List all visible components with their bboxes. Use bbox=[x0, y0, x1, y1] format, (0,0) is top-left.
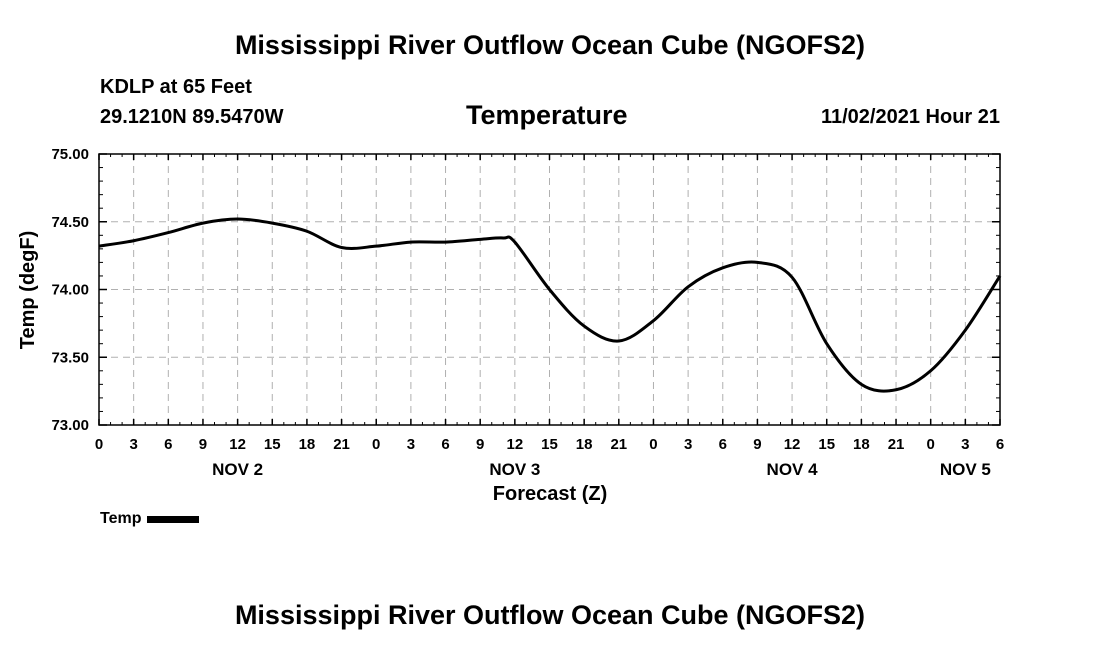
series-layer bbox=[98, 217, 1002, 393]
forecast-datetime: 11/02/2021 Hour 21 bbox=[820, 106, 1000, 128]
date-label: NOV 5 bbox=[940, 460, 991, 479]
station-label: KDLP at 65 Feet bbox=[100, 76, 252, 98]
x-tick-label: 0 bbox=[372, 436, 380, 453]
x-tick-label: 21 bbox=[333, 436, 350, 453]
x-tick-label: 6 bbox=[719, 436, 727, 453]
footer-title: Mississippi River Outflow Ocean Cube (NG… bbox=[234, 600, 866, 630]
x-tick-label: 18 bbox=[299, 436, 316, 453]
grid-lines bbox=[99, 154, 1000, 425]
x-tick-label: 12 bbox=[507, 436, 524, 453]
y-axis-label: Temp (degF) bbox=[17, 231, 39, 350]
x-tick-label: 21 bbox=[888, 436, 905, 453]
coordinates-label: 29.1210N 89.5470W bbox=[100, 106, 284, 128]
legend: Temp bbox=[100, 510, 200, 528]
x-tick-label: 3 bbox=[684, 436, 692, 453]
y-tick-label: 74.00 bbox=[51, 282, 89, 299]
x-tick-label: 18 bbox=[576, 436, 593, 453]
legend-label: Temp bbox=[100, 510, 142, 527]
temp-series-line bbox=[98, 217, 1002, 393]
x-tick-label: 6 bbox=[164, 436, 172, 453]
x-tick-label: 0 bbox=[95, 436, 103, 453]
x-tick-label: 18 bbox=[853, 436, 870, 453]
x-tick-label: 0 bbox=[649, 436, 657, 453]
x-tick-label: 6 bbox=[996, 436, 1004, 453]
y-tick-label: 75.00 bbox=[51, 146, 89, 163]
date-label: NOV 3 bbox=[489, 460, 540, 479]
y-tick-label: 73.00 bbox=[51, 417, 89, 434]
x-tick-label: 12 bbox=[784, 436, 801, 453]
x-tick-label: 9 bbox=[199, 436, 207, 453]
x-tick-label: 15 bbox=[541, 436, 558, 453]
y-tick-label: 74.50 bbox=[51, 214, 89, 231]
x-tick-label: 9 bbox=[476, 436, 484, 453]
x-tick-label: 3 bbox=[407, 436, 415, 453]
x-axis-label: Forecast (Z) bbox=[493, 483, 607, 505]
axes bbox=[98, 153, 1001, 426]
legend-swatch bbox=[147, 515, 200, 523]
main-title: Mississippi River Outflow Ocean Cube (NG… bbox=[234, 30, 866, 60]
x-tick-label: 9 bbox=[753, 436, 761, 453]
date-label: NOV 2 bbox=[212, 460, 263, 479]
x-tick-label: 21 bbox=[610, 436, 627, 453]
x-tick-label: 12 bbox=[229, 436, 246, 453]
tick-labels: 0 3 6 9 12 15 18 21 0 3 6 9 12 15 18 21 0 3 6 9 12 15 18 21 0 3 6 7… bbox=[51, 146, 1004, 479]
plot-frame bbox=[98, 153, 1001, 426]
x-tick-label: 6 bbox=[441, 436, 449, 453]
y-tick-label: 73.50 bbox=[51, 349, 89, 366]
x-tick-label: 3 bbox=[129, 436, 137, 453]
x-tick-label: 15 bbox=[818, 436, 835, 453]
date-label: NOV 4 bbox=[767, 460, 819, 479]
x-tick-label: 15 bbox=[264, 436, 281, 453]
chart-title: Temperature bbox=[466, 100, 628, 130]
x-tick-label: 0 bbox=[927, 436, 935, 453]
x-tick-label: 3 bbox=[961, 436, 969, 453]
